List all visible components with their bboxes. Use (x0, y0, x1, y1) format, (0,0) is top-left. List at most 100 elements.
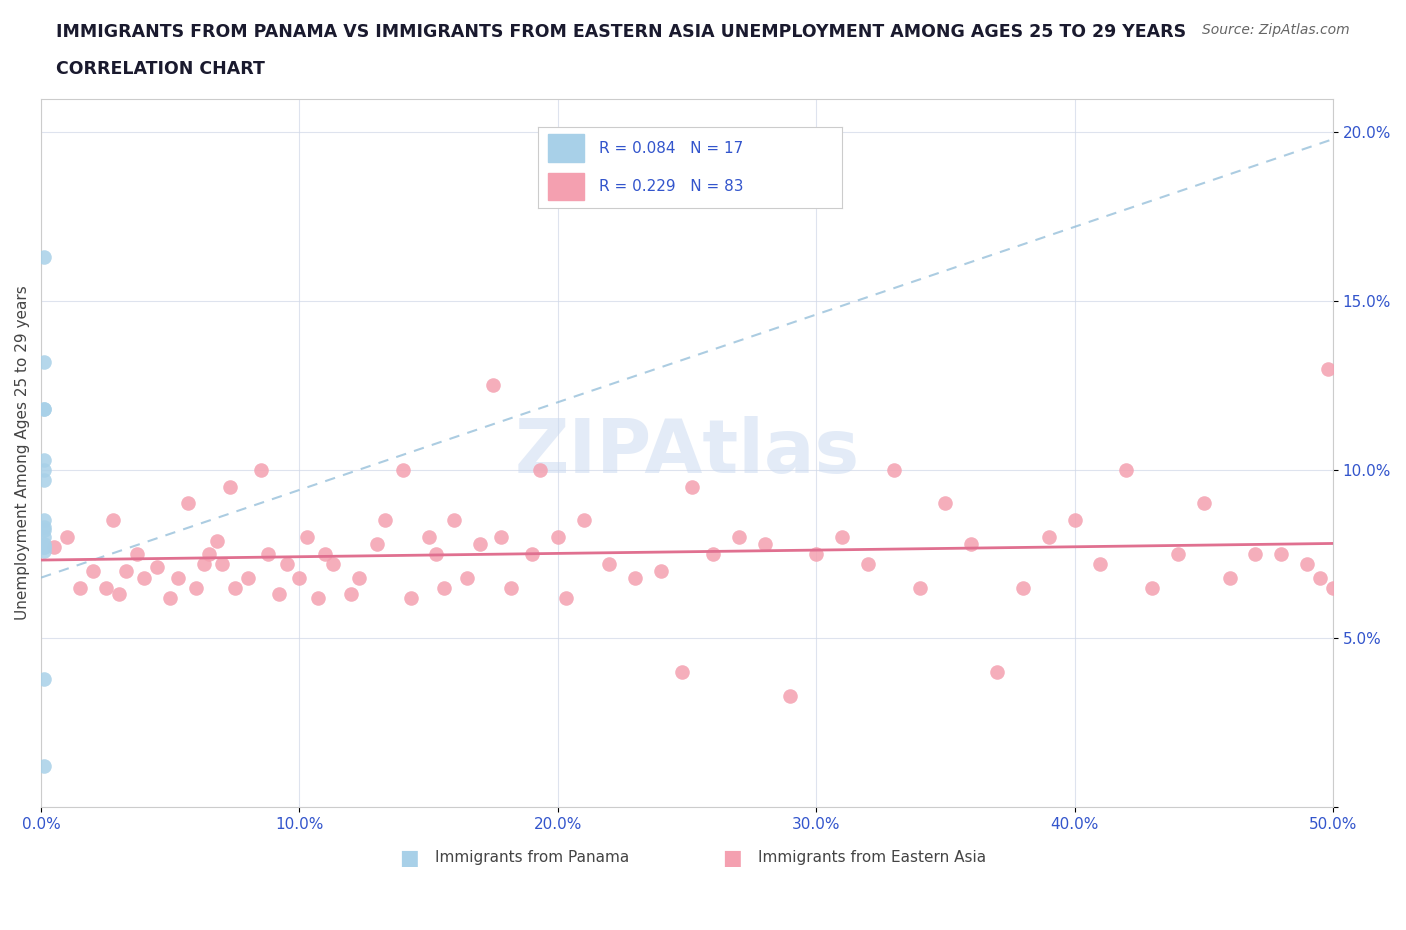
Point (297, 530, 319, 545)
Point (1244, 547, 1267, 562)
Point (456, 570, 478, 585)
Point (69, 580, 91, 595)
Point (883, 462, 905, 477)
Point (727, 530, 749, 545)
Point (125, 547, 148, 562)
Point (1012, 580, 1035, 595)
Point (986, 665, 1008, 680)
Point (489, 530, 512, 545)
Point (42, 539, 65, 554)
Text: CORRELATION CHART: CORRELATION CHART (56, 60, 266, 78)
Point (1309, 570, 1331, 585)
Point (177, 496, 200, 511)
Point (399, 591, 422, 605)
Point (671, 665, 693, 680)
Point (32, 452, 55, 467)
Point (307, 591, 329, 605)
Point (107, 587, 129, 602)
Point (908, 580, 931, 595)
Point (520, 547, 543, 562)
Point (1063, 512, 1085, 527)
Point (572, 512, 595, 527)
Point (347, 570, 370, 585)
Point (702, 547, 724, 562)
Point (115, 564, 138, 578)
Point (32, 520, 55, 535)
Point (32, 539, 55, 554)
Point (146, 560, 169, 575)
Point (681, 479, 703, 494)
Point (433, 580, 456, 595)
Point (856, 557, 879, 572)
Point (598, 557, 620, 572)
Text: Source: ZipAtlas.com: Source: ZipAtlas.com (1202, 23, 1350, 37)
Point (32, 537, 55, 551)
Point (1115, 462, 1137, 477)
Point (1322, 580, 1344, 595)
Point (934, 496, 956, 511)
Point (32, 402, 55, 417)
Point (276, 557, 298, 572)
Point (831, 530, 853, 545)
Point (56, 530, 79, 545)
Point (322, 557, 344, 572)
Point (501, 580, 523, 595)
Point (32, 759, 55, 774)
Point (1219, 570, 1241, 585)
Y-axis label: Unemployment Among Ages 25 to 29 years: Unemployment Among Ages 25 to 29 years (15, 286, 30, 620)
Point (554, 591, 576, 605)
Point (1316, 361, 1339, 376)
Point (1090, 557, 1112, 572)
Point (193, 557, 215, 572)
Point (32, 402, 55, 417)
Point (1140, 580, 1163, 595)
Point (32, 671, 55, 686)
Point (224, 580, 246, 595)
Point (425, 547, 447, 562)
Point (314, 547, 336, 562)
Point (32, 472, 55, 487)
Text: ■: ■ (399, 848, 419, 868)
Point (624, 570, 647, 585)
Point (32, 530, 55, 545)
Point (134, 570, 156, 585)
Point (32, 512, 55, 527)
Text: Immigrants from Panama: Immigrants from Panama (434, 850, 630, 866)
Point (1192, 496, 1215, 511)
Point (482, 378, 505, 392)
Point (288, 570, 311, 585)
Point (1296, 557, 1319, 572)
Point (1270, 547, 1292, 562)
Point (82, 564, 104, 578)
Point (211, 557, 233, 572)
Point (443, 512, 465, 527)
Point (391, 462, 413, 477)
Point (32, 543, 55, 558)
Point (374, 512, 396, 527)
Point (198, 547, 221, 562)
Point (366, 537, 388, 551)
Point (267, 587, 290, 602)
Point (236, 570, 259, 585)
Point (529, 462, 551, 477)
Point (340, 587, 363, 602)
Point (184, 580, 207, 595)
Point (257, 547, 280, 562)
Point (218, 479, 240, 494)
Point (470, 537, 492, 551)
Point (806, 547, 828, 562)
Point (32, 523, 55, 538)
Point (1038, 530, 1060, 545)
Text: ■: ■ (723, 848, 742, 868)
Point (94, 580, 117, 595)
Point (32, 539, 55, 554)
Point (754, 537, 776, 551)
Point (1167, 547, 1189, 562)
Text: Immigrants from Eastern Asia: Immigrants from Eastern Asia (758, 850, 986, 866)
Text: IMMIGRANTS FROM PANAMA VS IMMIGRANTS FROM EASTERN ASIA UNEMPLOYMENT AMONG AGES 2: IMMIGRANTS FROM PANAMA VS IMMIGRANTS FRO… (56, 23, 1187, 41)
Point (779, 688, 801, 703)
Point (418, 530, 440, 545)
Point (159, 591, 181, 605)
Point (249, 462, 271, 477)
Point (32, 354, 55, 369)
